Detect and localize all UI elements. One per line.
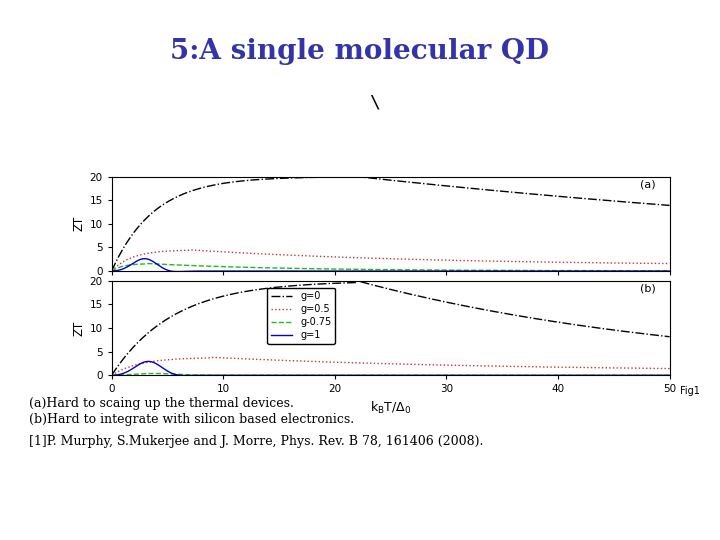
Legend: g=0, g=0.5, g-0.75, g=1: g=0, g=0.5, g-0.75, g=1 <box>267 288 336 344</box>
Text: 5:A single molecular QD: 5:A single molecular QD <box>171 38 549 65</box>
Text: (a)Hard to scaing up the thermal devices.: (a)Hard to scaing up the thermal devices… <box>29 397 294 410</box>
Y-axis label: ZT: ZT <box>72 320 85 336</box>
Text: \: \ <box>369 93 380 112</box>
Text: (b)Hard to integrate with silicon based electronics.: (b)Hard to integrate with silicon based … <box>29 413 354 426</box>
X-axis label: k$_{\rm B}$T/$\Delta_0$: k$_{\rm B}$T/$\Delta_0$ <box>370 400 411 416</box>
Text: [1]P. Murphy, S.Mukerjee and J. Morre, Phys. Rev. B 78, 161406 (2008).: [1]P. Murphy, S.Mukerjee and J. Morre, P… <box>29 435 483 448</box>
Text: Fig1: Fig1 <box>680 386 700 396</box>
Text: (a): (a) <box>640 179 656 190</box>
Text: (b): (b) <box>640 284 656 294</box>
Y-axis label: ZT: ZT <box>72 216 85 232</box>
